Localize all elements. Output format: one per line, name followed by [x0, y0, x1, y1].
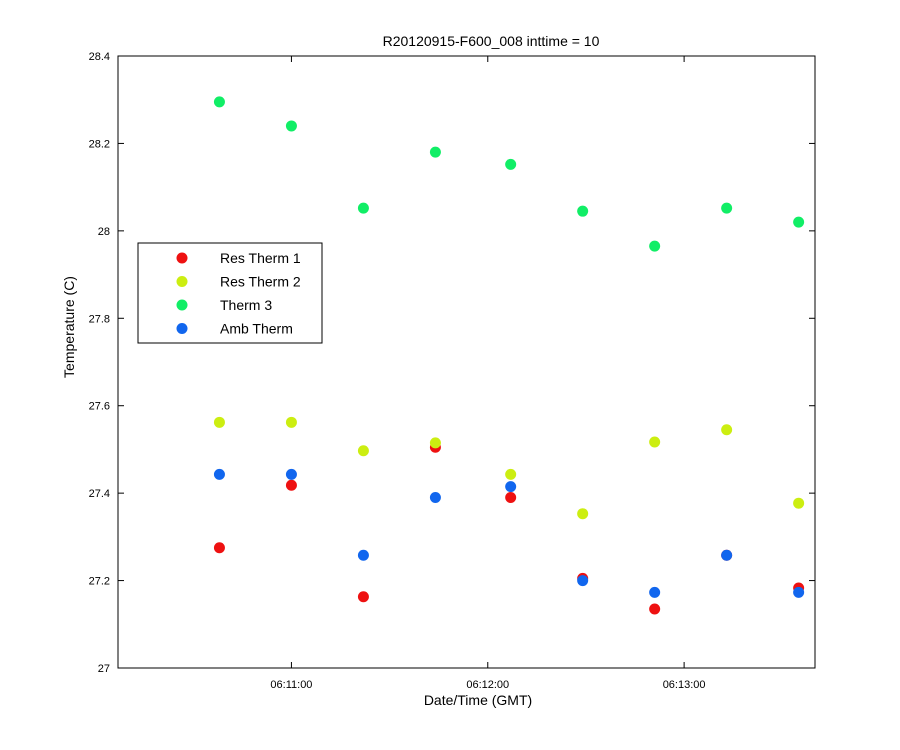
- data-point-res-therm-1: [357, 591, 369, 603]
- x-axis: 06:11:00 06:12:00 06:13:00: [270, 56, 706, 691]
- data-point-amb-therm: [213, 468, 225, 480]
- data-point-res-therm-2: [649, 436, 661, 448]
- data-point-res-therm-1: [213, 542, 225, 554]
- legend: Res Therm 1 Res Therm 2 Therm 3 Amb Therm: [137, 242, 323, 344]
- y-axis-title: Temperature (C): [61, 276, 77, 378]
- data-point-res-therm-1: [505, 492, 517, 504]
- data-point-therm-3: [577, 205, 589, 217]
- data-point-res-therm-2: [721, 424, 733, 436]
- chart-title: R20120915-F600_008 inttime = 10: [383, 33, 600, 49]
- y-tick-label: 28: [98, 226, 110, 238]
- data-point-therm-3: [721, 202, 733, 214]
- data-point-therm-3: [429, 146, 441, 158]
- legend-marker: [176, 252, 188, 264]
- legend-marker: [176, 299, 188, 311]
- legend-label: Res Therm 2: [220, 274, 301, 290]
- data-point-res-therm-2: [429, 437, 441, 449]
- y-tick-label: 28.2: [89, 138, 110, 150]
- plot-area: [117, 55, 816, 669]
- data-point-amb-therm: [505, 481, 517, 493]
- y-tick-label: 27.6: [89, 401, 110, 413]
- data-point-amb-therm: [649, 586, 661, 598]
- y-axis: 27 27.2 27.4 27.6 27.8 28 28.2 28.4: [89, 51, 815, 675]
- legend-label: Amb Therm: [220, 321, 293, 337]
- data-point-res-therm-2: [793, 497, 805, 509]
- legend-box: [137, 242, 323, 344]
- y-tick-label: 27.8: [89, 313, 110, 325]
- data-point-therm-3: [649, 240, 661, 252]
- data-point-amb-therm: [429, 492, 441, 504]
- y-tick-label: 27.4: [89, 488, 110, 500]
- data-point-therm-3: [357, 202, 369, 214]
- data-point-amb-therm: [793, 586, 805, 598]
- data-point-amb-therm: [577, 575, 589, 587]
- data-points: [213, 96, 805, 615]
- data-point-res-therm-1: [285, 479, 297, 491]
- data-point-res-therm-2: [213, 416, 225, 428]
- data-point-res-therm-2: [505, 468, 517, 480]
- x-tick-label: 06:12:00: [466, 679, 509, 691]
- data-point-res-therm-1: [649, 603, 661, 615]
- data-point-therm-3: [285, 120, 297, 132]
- data-point-res-therm-2: [285, 416, 297, 428]
- legend-marker: [176, 276, 188, 287]
- data-point-res-therm-2: [357, 445, 369, 457]
- x-axis-title: Date/Time (GMT): [424, 692, 532, 708]
- y-tick-label: 27: [98, 663, 110, 675]
- legend-label: Res Therm 1: [220, 250, 301, 266]
- data-point-amb-therm: [721, 549, 733, 561]
- data-point-therm-3: [505, 158, 517, 170]
- legend-label: Therm 3: [220, 297, 272, 313]
- y-tick-label: 27.2: [89, 576, 110, 588]
- data-point-therm-3: [793, 216, 805, 228]
- x-tick-label: 06:13:00: [663, 679, 706, 691]
- x-tick-label: 06:11:00: [270, 679, 312, 691]
- data-point-therm-3: [213, 96, 225, 108]
- data-point-res-therm-2: [577, 508, 589, 520]
- legend-marker: [176, 323, 188, 334]
- y-tick-label: 28.4: [89, 51, 110, 63]
- data-point-amb-therm: [285, 468, 297, 480]
- data-point-amb-therm: [357, 549, 369, 561]
